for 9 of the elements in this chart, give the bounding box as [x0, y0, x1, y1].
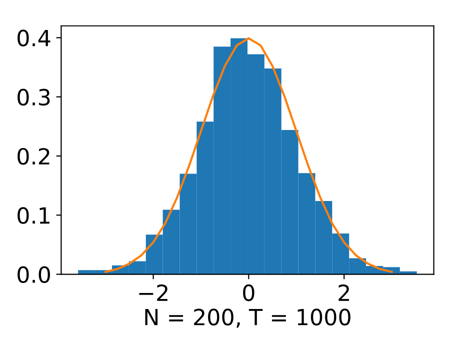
y-tick-label: 0.3: [18, 88, 50, 106]
x-axis-title: N = 200, T = 1000: [145, 308, 350, 328]
x-tick-label: 0: [243, 284, 254, 302]
y-tick-label: 0.4: [18, 30, 50, 46]
y-tick-label: 0.0: [18, 266, 50, 284]
y-tick-label: 0.2: [18, 148, 50, 165]
x-tick-label: 2: [338, 284, 349, 301]
x-tick-label: −2: [139, 284, 168, 301]
y-tick-label: 0.1: [18, 207, 50, 224]
